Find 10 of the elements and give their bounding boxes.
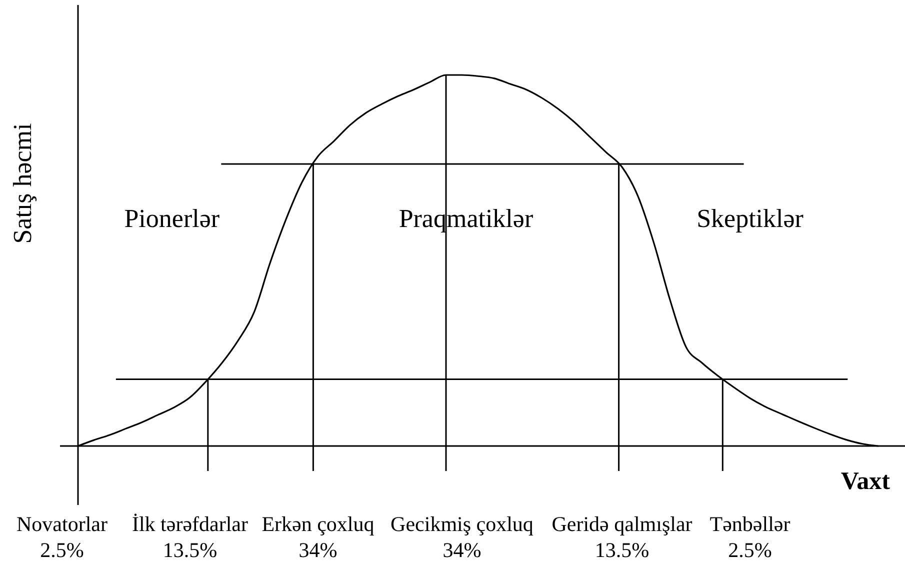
x-tick-label: Gecikmiş çoxluq 34% <box>390 512 534 562</box>
annotation: Skeptiklər <box>696 204 804 233</box>
x-tick-label: Tənbəllər 2.5% <box>710 512 790 562</box>
x-tick-label: Geridə qalmışlar 13.5% <box>552 512 692 562</box>
x-tick-label: Erkən çoxluq 34% <box>262 512 375 562</box>
y-axis-title: Satış həcmi <box>8 123 38 244</box>
x-tick-label: Novatorlar 2.5% <box>16 512 108 562</box>
annotation: Pionerlər <box>124 204 220 233</box>
x-tick-label: İlk tərəfdarlar 13.5% <box>132 512 248 562</box>
x-axis-title: Vaxt <box>840 468 891 495</box>
